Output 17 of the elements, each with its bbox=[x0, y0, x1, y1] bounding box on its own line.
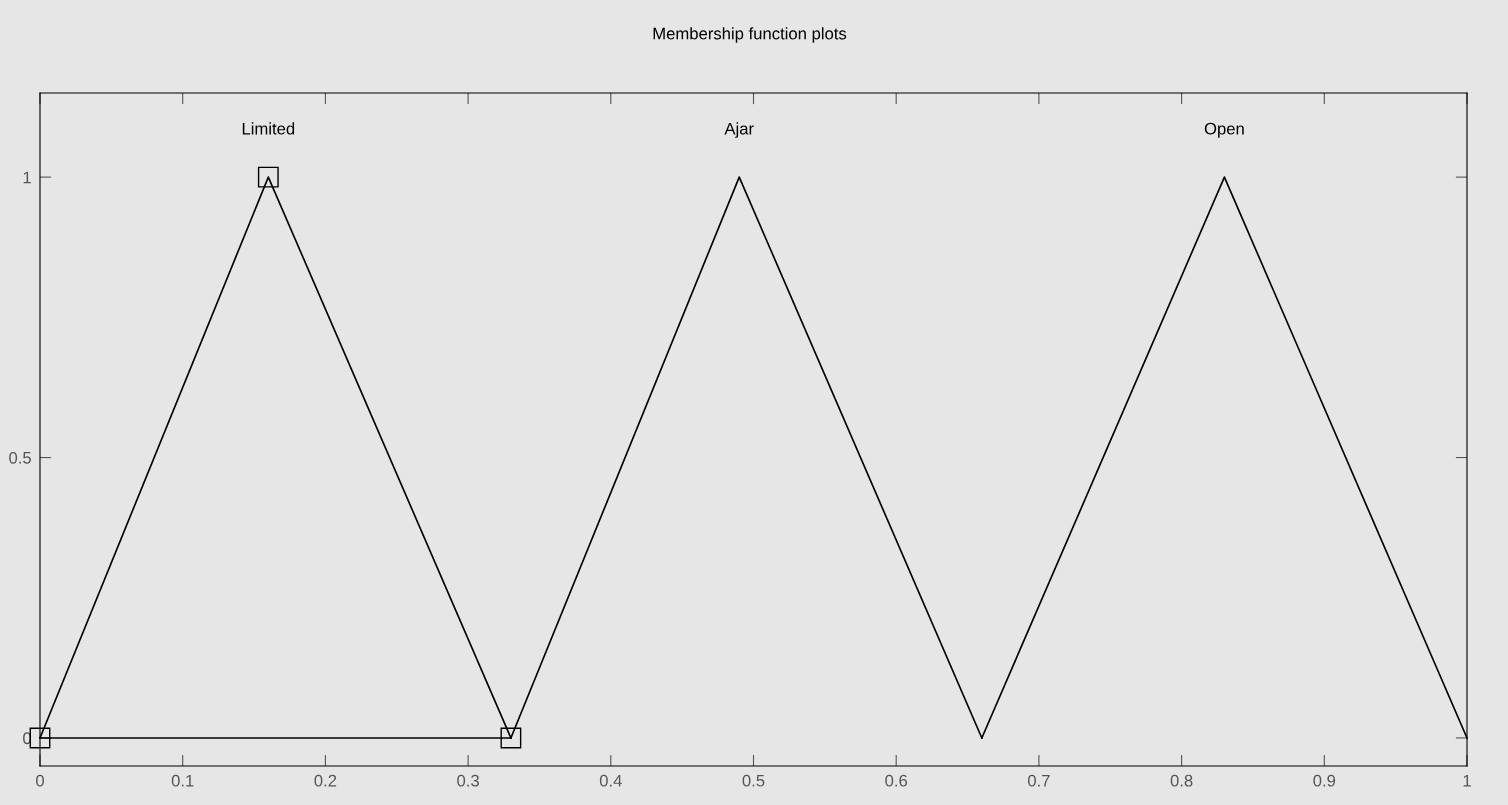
y-tick-label: 0.5 bbox=[9, 451, 31, 464]
x-tick-label: 0.5 bbox=[742, 774, 765, 787]
y-tick-label: 1 bbox=[23, 171, 31, 184]
x-tick-label: 0.8 bbox=[1170, 774, 1193, 787]
x-tick-label: 0.2 bbox=[314, 774, 337, 787]
text: Open bbox=[1204, 122, 1244, 138]
text: Limited bbox=[242, 122, 295, 135]
x-tick-label: 0.9 bbox=[1313, 774, 1336, 787]
x-tick-label: 0 bbox=[36, 774, 44, 787]
chart-title: Membership function plots bbox=[653, 27, 847, 43]
x-tick-label: 0.1 bbox=[171, 774, 194, 787]
x-tick-label: 0.6 bbox=[885, 774, 908, 787]
x-tick-label: 0.3 bbox=[457, 774, 479, 787]
x-tick-label: 0.7 bbox=[1027, 774, 1050, 787]
text: Ajar bbox=[724, 122, 754, 138]
x-tick-label: 1 bbox=[1463, 774, 1471, 787]
x-tick-label: 0.4 bbox=[599, 774, 622, 787]
